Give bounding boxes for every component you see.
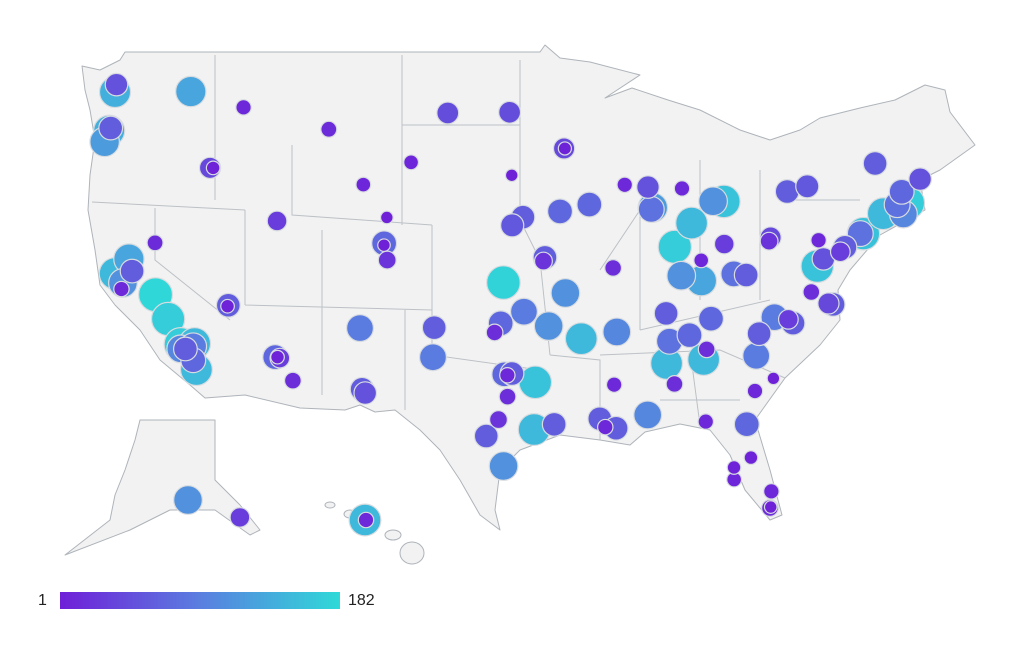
bubble (862, 151, 888, 176)
bubble (733, 411, 760, 438)
bubble (605, 376, 623, 393)
bubble (229, 506, 251, 528)
island (384, 529, 402, 541)
bubble (795, 174, 820, 199)
bubble (908, 167, 932, 191)
bubble (697, 340, 716, 359)
bubble (500, 213, 525, 238)
bubble (746, 382, 764, 400)
bubble (759, 231, 779, 251)
bubble (533, 311, 564, 341)
bubble (675, 206, 709, 240)
bubble (146, 234, 164, 252)
bubble (172, 336, 198, 362)
bubble (693, 252, 710, 269)
bubble (320, 120, 338, 138)
bubble (633, 400, 663, 430)
bubble (698, 186, 728, 217)
color-scale-max: 182 (348, 592, 375, 609)
bubble (357, 511, 375, 529)
bubble (377, 238, 391, 253)
bubble (345, 314, 375, 343)
bubble (829, 241, 851, 263)
bubble (403, 154, 420, 171)
bubble (353, 381, 378, 405)
color-scale-bar (60, 592, 340, 609)
bubble (550, 278, 581, 308)
bubble (498, 387, 517, 406)
bubble (498, 100, 522, 124)
bubble (421, 315, 447, 341)
bubble (489, 410, 508, 430)
bubble (766, 371, 781, 386)
island (324, 501, 336, 509)
bubble (888, 178, 915, 205)
bubble (104, 72, 129, 97)
bubble (733, 262, 759, 288)
bubble (616, 176, 634, 194)
bubble (726, 460, 742, 475)
bubble (774, 179, 800, 204)
bubble (653, 300, 679, 326)
bubble (379, 210, 394, 225)
bubble (564, 322, 598, 356)
bubble (220, 298, 235, 314)
bubble (743, 450, 759, 465)
bubble (113, 280, 130, 298)
bubble (636, 175, 660, 199)
bubbles (89, 72, 932, 537)
bubble (576, 191, 603, 218)
bubble (355, 176, 372, 193)
bubble (488, 451, 519, 481)
color-scale-min: 1 (38, 592, 47, 609)
bubble (436, 101, 460, 125)
bubble (604, 259, 623, 277)
bubble (504, 168, 519, 183)
bubble (746, 321, 772, 347)
bubble (666, 260, 697, 291)
bubble (473, 423, 499, 449)
bubble (283, 371, 302, 390)
bubble (597, 418, 614, 436)
bubble (802, 283, 821, 301)
bubble (763, 483, 780, 500)
bubble (665, 375, 684, 393)
bubble (713, 233, 735, 255)
bubble (533, 251, 553, 271)
bubble (175, 75, 207, 108)
bubble (499, 367, 516, 384)
island (399, 541, 425, 565)
bubble (817, 292, 840, 315)
bubble (205, 160, 221, 176)
bubble (547, 198, 574, 225)
bubble (377, 250, 397, 270)
bubble (602, 317, 632, 347)
bubble (698, 305, 725, 332)
bubble (637, 195, 665, 223)
bubble (676, 322, 703, 349)
bubble (173, 485, 203, 515)
bubble (763, 500, 778, 514)
bubble (418, 343, 447, 372)
us-outline (81, 44, 976, 531)
bubble (777, 308, 799, 330)
bubble (509, 297, 538, 326)
bubble (673, 180, 691, 197)
bubble (266, 210, 288, 232)
bubble (541, 411, 567, 437)
bubble (742, 341, 771, 370)
bubble (235, 99, 252, 116)
bubble (486, 265, 521, 300)
bubble (485, 323, 504, 342)
alaska-outline (64, 419, 261, 556)
bubble (557, 141, 573, 156)
bubble (270, 349, 285, 365)
bubble (697, 413, 715, 430)
bubble (810, 231, 827, 249)
bubble (98, 115, 124, 141)
bubble (119, 258, 145, 284)
